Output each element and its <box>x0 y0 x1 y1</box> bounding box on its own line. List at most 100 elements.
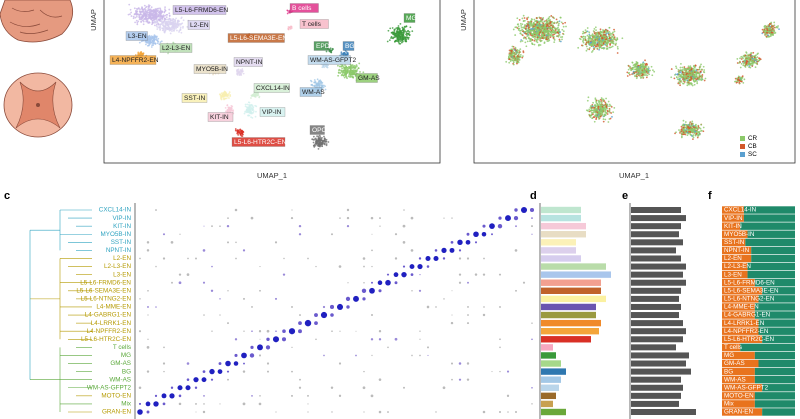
umap-point <box>751 64 754 66</box>
umap-point <box>692 74 695 77</box>
umap-point <box>523 36 526 39</box>
umap-point <box>634 68 636 71</box>
umap-point <box>755 54 757 57</box>
cluster-label: MG <box>406 15 417 22</box>
dot <box>298 233 302 236</box>
umap-point <box>159 23 162 26</box>
umap-point <box>680 62 682 65</box>
umap-point <box>527 34 530 37</box>
umap-point <box>254 115 257 118</box>
dot <box>434 249 438 252</box>
row-label: CXCL14-IN <box>99 207 132 214</box>
umap-point <box>775 26 777 29</box>
umap-point <box>595 45 597 48</box>
umap-point <box>630 69 633 72</box>
umap-point <box>635 75 638 78</box>
umap-point <box>353 73 356 75</box>
umap-point <box>604 113 606 116</box>
umap-point <box>167 23 170 26</box>
umap-point <box>357 67 360 70</box>
dot <box>520 206 528 214</box>
umap-point <box>652 69 654 72</box>
umap-point <box>545 30 547 33</box>
umap-point <box>146 21 149 23</box>
umap-point <box>163 31 166 34</box>
umap-point <box>156 22 159 24</box>
umap-point <box>596 32 599 35</box>
umap-point <box>530 33 533 36</box>
umap-point <box>616 47 619 50</box>
umap-point <box>679 75 682 78</box>
legend-label: CB <box>748 143 757 150</box>
umap-point <box>147 4 150 7</box>
umap-point <box>748 53 750 56</box>
umap-point <box>525 24 528 27</box>
umap-point <box>168 26 171 29</box>
dot <box>441 247 447 254</box>
dot <box>226 241 230 244</box>
umap-point <box>151 23 153 26</box>
umap-point <box>687 74 690 77</box>
umap-point <box>508 61 511 64</box>
umap-point <box>639 68 642 71</box>
umap-point <box>411 30 414 33</box>
umap-point <box>510 56 513 59</box>
umap-point <box>597 107 600 110</box>
umap-point <box>686 84 689 87</box>
umap-point <box>756 60 759 63</box>
umap-point <box>640 76 643 79</box>
umap-point <box>220 92 223 95</box>
umap-point <box>344 69 346 72</box>
umap-point <box>525 33 528 35</box>
dot <box>514 208 518 212</box>
cluster-label: L5-L6-HTR2C-EN <box>234 139 287 146</box>
row-label: MG <box>121 352 131 359</box>
umap-point <box>402 27 404 29</box>
umap-point <box>340 52 343 55</box>
dot <box>202 249 206 252</box>
umap-point <box>168 8 171 11</box>
umap-point <box>604 104 606 107</box>
umap-point <box>683 76 686 79</box>
umap-point <box>599 37 602 40</box>
umap-point <box>528 25 531 28</box>
umap-point <box>510 48 513 51</box>
umap-point <box>740 58 743 60</box>
dot <box>529 207 535 213</box>
umap-point <box>135 8 138 10</box>
umap-point <box>608 105 610 108</box>
umap-point <box>137 7 140 10</box>
umap-point <box>152 37 155 39</box>
umap-point <box>253 94 256 97</box>
umap-point <box>693 83 696 86</box>
umap-point <box>552 22 555 24</box>
umap-point <box>250 97 252 99</box>
umap-point <box>531 27 534 30</box>
umap-point <box>759 58 762 61</box>
cluster-label: L2-L3-EN <box>162 45 190 52</box>
umap-point <box>610 112 613 114</box>
y-axis-label: UMAP <box>89 9 98 31</box>
umap-point <box>406 30 409 33</box>
umap-point <box>689 79 692 81</box>
dot <box>187 257 189 260</box>
umap-point <box>599 98 602 101</box>
umap-point <box>249 109 251 111</box>
umap-point <box>391 27 394 29</box>
umap-point <box>529 40 531 42</box>
umap-point <box>601 105 604 108</box>
umap-point <box>688 124 690 127</box>
umap-point <box>237 133 240 136</box>
umap-point <box>290 27 293 29</box>
spinal-cord-icon <box>3 72 73 138</box>
umap-point <box>680 128 683 131</box>
umap-point <box>337 71 340 74</box>
row-label: L5-L6-NTNG2-EN <box>81 296 132 303</box>
umap-point <box>703 69 706 71</box>
umap-point <box>588 113 591 116</box>
umap-point <box>234 128 237 130</box>
umap-point <box>593 109 596 112</box>
umap-point <box>613 106 616 109</box>
umap-point <box>591 113 594 116</box>
umap-point <box>593 28 596 30</box>
